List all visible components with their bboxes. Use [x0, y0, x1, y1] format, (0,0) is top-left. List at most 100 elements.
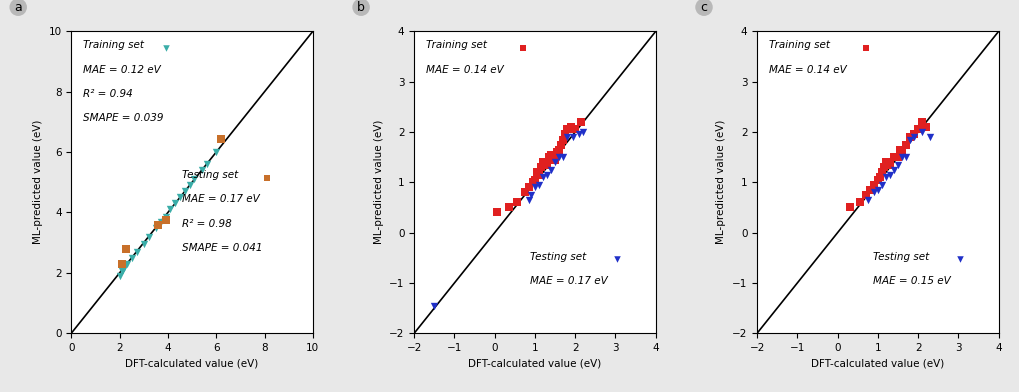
Point: [543, 167, 559, 173]
Point: [141, 234, 157, 240]
Text: a: a: [14, 1, 22, 14]
Text: b: b: [358, 1, 365, 14]
Point: [551, 154, 568, 160]
Point: [575, 129, 591, 135]
Point: [547, 156, 564, 163]
Point: [551, 147, 568, 153]
Point: [83, 314, 99, 321]
Point: [517, 189, 533, 196]
Point: [547, 159, 564, 165]
Point: [862, 187, 878, 193]
Point: [890, 154, 906, 160]
Point: [500, 204, 517, 211]
Point: [894, 149, 910, 155]
Point: [72, 301, 89, 308]
Point: [543, 151, 559, 158]
Point: [860, 197, 876, 203]
Point: [541, 154, 557, 160]
Point: [539, 162, 555, 168]
Point: [521, 197, 537, 203]
Point: [894, 154, 910, 160]
Point: [123, 255, 140, 261]
Point: [555, 136, 572, 143]
X-axis label: DFT-calculated value (eV): DFT-calculated value (eV): [811, 358, 945, 368]
Point: [567, 126, 583, 132]
Point: [559, 126, 576, 132]
Point: [553, 142, 570, 148]
Point: [531, 181, 547, 188]
Point: [117, 245, 133, 252]
Point: [162, 206, 178, 212]
Point: [186, 176, 203, 182]
Point: [176, 188, 193, 194]
Point: [150, 221, 166, 228]
Text: c: c: [700, 1, 707, 14]
Point: [898, 154, 914, 160]
Point: [213, 135, 229, 142]
Point: [529, 169, 545, 175]
Point: [119, 261, 136, 267]
Point: [870, 177, 887, 183]
Point: [881, 172, 898, 178]
Point: [508, 199, 525, 205]
Point: [571, 131, 587, 138]
Point: [535, 174, 551, 180]
Text: MAE = 0.14 eV: MAE = 0.14 eV: [769, 65, 847, 74]
Point: [504, 182, 521, 188]
Point: [527, 177, 543, 183]
Point: [870, 187, 887, 193]
Point: [910, 126, 926, 132]
Point: [531, 172, 547, 178]
Y-axis label: ML-predicted value (eV): ML-predicted value (eV): [33, 120, 43, 245]
Text: MAE = 0.15 eV: MAE = 0.15 eV: [873, 276, 951, 286]
Text: R² = 0.98: R² = 0.98: [182, 218, 232, 229]
Point: [871, 174, 888, 180]
Point: [902, 136, 918, 143]
Point: [535, 159, 551, 165]
Point: [906, 134, 922, 140]
Point: [914, 119, 930, 125]
Point: [858, 192, 874, 198]
Point: [918, 124, 934, 130]
Point: [902, 134, 918, 140]
Point: [521, 217, 537, 223]
Point: [136, 241, 152, 247]
Point: [199, 161, 215, 167]
Point: [566, 134, 582, 140]
Text: SMAPE = 0.039: SMAPE = 0.039: [84, 113, 164, 123]
Point: [194, 167, 210, 173]
Point: [111, 273, 127, 279]
Point: [559, 134, 576, 140]
Point: [488, 209, 504, 216]
Point: [873, 181, 890, 188]
Text: Training set: Training set: [84, 40, 145, 51]
Point: [426, 302, 442, 309]
X-axis label: DFT-calculated value (eV): DFT-calculated value (eV): [125, 358, 259, 368]
Point: [892, 147, 908, 153]
Text: MAE = 0.14 eV: MAE = 0.14 eV: [426, 65, 504, 74]
Point: [555, 154, 572, 160]
Point: [157, 217, 173, 223]
Point: [898, 142, 914, 148]
Point: [573, 119, 589, 125]
Point: [877, 174, 894, 180]
Text: MAE = 0.17 eV: MAE = 0.17 eV: [182, 194, 260, 204]
Point: [148, 224, 164, 230]
Point: [521, 184, 537, 191]
Text: Training set: Training set: [426, 40, 487, 51]
Point: [128, 249, 145, 255]
Text: Training set: Training set: [769, 40, 830, 51]
Y-axis label: ML-predicted value (eV): ML-predicted value (eV): [374, 120, 383, 245]
Point: [866, 181, 882, 188]
Point: [523, 192, 539, 198]
Point: [157, 214, 173, 220]
Point: [564, 124, 580, 130]
Point: [116, 265, 132, 271]
Text: MAE = 0.17 eV: MAE = 0.17 eV: [530, 276, 608, 286]
Point: [886, 154, 902, 160]
Text: Testing set: Testing set: [873, 252, 929, 262]
Point: [114, 268, 130, 274]
Point: [852, 199, 868, 205]
Point: [875, 164, 892, 170]
Point: [881, 162, 898, 168]
